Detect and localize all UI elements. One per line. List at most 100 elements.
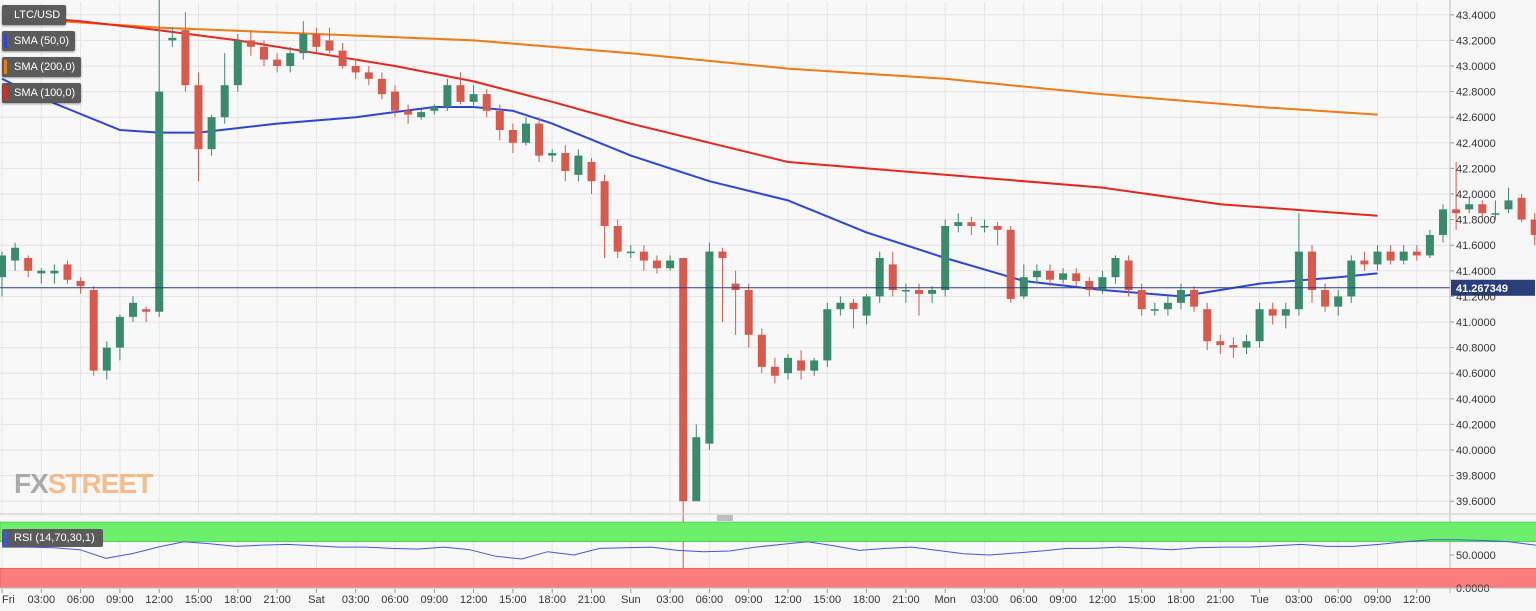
candle-body [1425,234,1434,256]
y-tick-label: 43.0000 [1456,61,1496,73]
candle-body [1399,251,1408,261]
candle [626,245,635,258]
candle-body [875,258,884,297]
candle [718,247,727,322]
x-tick-label: 06:00 [67,594,95,606]
candle-body [286,53,295,66]
candle-body [731,283,740,290]
sma200-swatch [4,60,7,74]
sma100-swatch [4,86,7,100]
candle [1465,196,1474,214]
candle [207,114,216,156]
grid-lines [0,0,1450,588]
candle [181,12,190,92]
x-tick-label: 09:00 [106,594,134,606]
sma50-swatch [4,34,7,48]
candle [587,158,596,194]
y-tick-label: 41.2000 [1456,291,1496,303]
candle-body [1216,341,1225,346]
candle [1452,162,1461,230]
candle [823,302,832,367]
candle-body [273,59,282,66]
candle-body [574,155,583,175]
x-day-label: Mon [934,594,955,606]
candle [273,53,282,73]
candle-body [666,260,675,269]
y-tick-label: 39.8000 [1456,471,1496,483]
candle [11,242,20,271]
candle-body [194,85,203,150]
watermark-street: STREET [48,468,153,499]
legend-sma50-label: SMA (50,0) [14,35,70,47]
x-tick-label: 09:00 [421,594,449,606]
y-tick-label: 41.4000 [1456,266,1496,278]
x-tick-label: 18:00 [853,594,881,606]
candle [508,123,517,154]
candle [364,66,373,86]
candle-body [639,251,648,261]
candle [639,245,648,271]
candle-body [168,37,177,41]
candle [260,40,268,66]
candle [1098,270,1107,294]
candle-body [862,296,871,316]
candle [548,149,557,162]
candle-body [404,110,413,115]
candle [561,145,570,182]
x-day-label: Fri [2,594,15,606]
candle [653,255,661,274]
legend-sma50[interactable]: SMA (50,0) [2,31,76,51]
x-tick-label: 06:00 [1324,594,1352,606]
candle-body [443,85,452,107]
candle-body [718,251,727,258]
candle [351,59,360,79]
candle-body [1046,270,1054,280]
candle [1242,334,1251,354]
candle [1085,277,1094,297]
legend-sma100[interactable]: SMA (100,0) [2,83,82,103]
candle [1399,245,1408,265]
candle [115,314,124,361]
y-tick-label: 40.4000 [1456,394,1496,406]
candle-body [849,302,858,310]
x-tick-label: 15:00 [1128,594,1156,606]
candle [482,89,491,118]
x-tick-label: 09:00 [1364,594,1392,606]
candle-body [653,260,661,269]
legend-sma200[interactable]: SMA (200,0) [2,57,82,77]
candle-body [430,106,439,111]
candle [286,46,295,73]
sma-line-200 [1,16,1378,116]
y-tick-label: 40.0000 [1456,445,1496,457]
rsi-tick-label: 0.0000 [1456,583,1490,595]
candle-body [836,302,845,310]
candle [76,277,85,294]
candle [1006,226,1015,303]
candle-body [1163,302,1172,310]
candle-body [11,247,20,261]
candle [535,117,544,162]
candle-body [129,302,137,317]
candle [692,424,701,502]
candle-body [797,360,806,371]
candle-body [482,94,491,111]
legend-pair[interactable]: LTC/USD [2,5,67,25]
candle [233,34,242,92]
candle-body [1517,197,1526,220]
candlesticks [0,0,1536,578]
y-tick-label: 40.8000 [1456,343,1496,355]
candle [1504,187,1513,214]
candle-body [1098,277,1107,290]
candle-body [260,46,268,60]
candle [495,104,504,141]
candle-body [417,112,426,118]
candle [797,350,806,380]
candle-body [1360,260,1369,265]
candle-body [1373,251,1382,265]
candle [1268,302,1277,325]
legend-rsi[interactable]: RSI (14,70,30,1) [2,529,103,547]
candle-body [954,222,963,226]
candle-body [1150,309,1159,311]
candle [1412,245,1421,261]
candle-body [246,40,255,47]
